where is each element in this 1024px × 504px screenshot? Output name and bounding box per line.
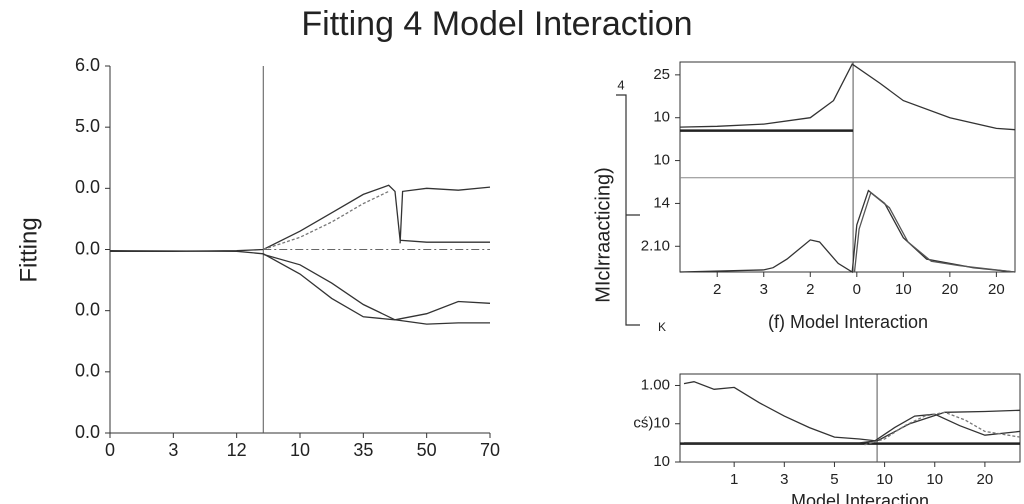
data-line (110, 184, 490, 252)
x-tick-label: 10 (290, 440, 310, 460)
y-tick-label: 0.0 (75, 361, 100, 381)
y-axis-label: MIclrraacticing) (592, 167, 614, 303)
y-tick-label: 10 (653, 109, 670, 126)
y-tick-label: 0.0 (75, 422, 100, 442)
x-tick-label: 3 (760, 281, 768, 298)
x-tick-label: 3 (780, 471, 788, 488)
data-line (679, 63, 1016, 131)
x-tick-label: 10 (895, 281, 912, 298)
data-line (683, 381, 1021, 442)
x-tick-label: 2 (806, 281, 814, 298)
plot-frame (679, 61, 1016, 273)
x-tick-label: 5 (830, 471, 838, 488)
data-line (263, 253, 490, 325)
y-tick-label: 10 (653, 453, 670, 470)
x-tick-label: 1 (730, 471, 738, 488)
x-axis-label: Model Interaction (791, 491, 929, 504)
bracket (616, 94, 640, 326)
y-tick-label: 0.0 (75, 177, 100, 197)
x-tick-label: 50 (417, 440, 437, 460)
data-line (109, 250, 491, 321)
data-line (684, 413, 1021, 444)
x-tick-label: 3 (168, 440, 178, 460)
y-tick-label: 14 (653, 194, 670, 211)
chart-title: Fitting 4 Model Interaction (301, 5, 692, 43)
y-tick-label: 0.0 (75, 238, 100, 258)
x-tick-label: 0 (105, 440, 115, 460)
x-tick-label: 20 (988, 281, 1005, 298)
x-tick-label: 10 (876, 471, 893, 488)
x-axis-label: (f) Model Interaction (768, 312, 928, 332)
x-tick-label: 2 (713, 281, 721, 298)
y-tick-label: cś)10 (633, 415, 670, 432)
x-tick-label: 20 (977, 471, 994, 488)
data-line (679, 189, 1016, 274)
x-tick-label: 10 (926, 471, 943, 488)
y-tick-label: 5.0 (75, 116, 100, 136)
annotation: K (658, 320, 666, 334)
data-line (263, 190, 389, 251)
y-tick-label: 10 (653, 152, 670, 169)
x-tick-label: 35 (353, 440, 373, 460)
x-tick-label: 12 (227, 440, 247, 460)
data-line (399, 186, 491, 244)
annotation: 4 (617, 77, 624, 92)
y-tick-label: 2.10 (641, 237, 670, 254)
y-tick-label: 6.0 (75, 55, 100, 75)
x-tick-label: 20 (942, 281, 959, 298)
y-tick-label: 1.00 (641, 376, 670, 393)
y-tick-label: 25 (653, 66, 670, 83)
x-tick-label: 0 (853, 281, 861, 298)
x-tick-label: 70 (480, 440, 500, 460)
y-tick-label: 0.0 (75, 299, 100, 319)
plot-frame (679, 373, 1021, 463)
data-line (853, 191, 1016, 273)
y-axis-label: Fitting (15, 217, 42, 282)
data-line (864, 411, 1021, 446)
